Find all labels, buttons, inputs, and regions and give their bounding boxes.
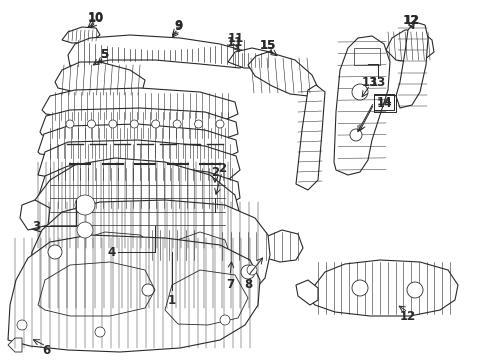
Polygon shape [62, 27, 100, 43]
Circle shape [247, 265, 257, 275]
Text: 12: 12 [400, 310, 416, 323]
Polygon shape [296, 280, 318, 305]
Circle shape [48, 245, 62, 259]
Circle shape [352, 280, 368, 296]
Text: 1: 1 [168, 293, 176, 306]
Polygon shape [68, 35, 250, 68]
Polygon shape [228, 48, 272, 68]
Text: 10: 10 [88, 10, 104, 23]
Text: 10: 10 [88, 12, 104, 24]
Text: 2: 2 [211, 166, 219, 179]
Circle shape [77, 222, 93, 238]
Text: 2: 2 [218, 162, 226, 175]
Text: 12: 12 [404, 14, 420, 27]
Circle shape [407, 282, 423, 298]
Text: 9: 9 [174, 19, 182, 32]
Circle shape [216, 120, 224, 128]
Polygon shape [38, 164, 240, 210]
Circle shape [352, 84, 368, 100]
Circle shape [17, 320, 27, 330]
Text: 11: 11 [227, 36, 243, 49]
Circle shape [87, 120, 96, 128]
Polygon shape [248, 52, 318, 96]
Polygon shape [396, 22, 428, 108]
Text: 15: 15 [260, 39, 276, 51]
Text: 13: 13 [362, 76, 378, 89]
Polygon shape [334, 36, 390, 175]
Polygon shape [38, 124, 238, 160]
Text: 11: 11 [228, 32, 244, 45]
Circle shape [66, 120, 74, 128]
Circle shape [220, 315, 230, 325]
Text: 12: 12 [403, 14, 419, 27]
Polygon shape [148, 228, 198, 262]
Text: 15: 15 [260, 39, 276, 51]
Polygon shape [165, 270, 248, 325]
Polygon shape [28, 158, 240, 252]
Polygon shape [40, 108, 238, 140]
Text: 8: 8 [244, 278, 252, 291]
Polygon shape [8, 235, 260, 352]
Text: 13: 13 [370, 76, 386, 89]
Text: 14: 14 [377, 99, 393, 108]
Polygon shape [55, 62, 145, 98]
Polygon shape [310, 260, 458, 316]
Polygon shape [30, 200, 270, 310]
Polygon shape [70, 232, 160, 272]
Polygon shape [8, 338, 22, 352]
Polygon shape [165, 232, 232, 274]
Text: 5: 5 [100, 48, 108, 60]
Circle shape [75, 195, 95, 215]
Circle shape [173, 120, 181, 128]
Polygon shape [354, 48, 380, 65]
Polygon shape [386, 30, 434, 62]
Circle shape [95, 327, 105, 337]
Polygon shape [38, 262, 155, 316]
Polygon shape [296, 85, 325, 190]
Text: 9: 9 [174, 18, 182, 32]
Polygon shape [20, 200, 50, 230]
Circle shape [142, 284, 154, 296]
Text: 14: 14 [376, 97, 392, 107]
Text: 5: 5 [100, 48, 108, 60]
Circle shape [241, 265, 255, 279]
Circle shape [152, 120, 160, 128]
Polygon shape [262, 230, 303, 262]
Polygon shape [42, 88, 238, 122]
Circle shape [130, 120, 138, 128]
Circle shape [195, 120, 202, 128]
Polygon shape [218, 230, 260, 262]
Text: 6: 6 [42, 343, 50, 356]
Polygon shape [38, 140, 240, 182]
Circle shape [109, 120, 117, 128]
Circle shape [350, 129, 362, 141]
Text: 3: 3 [32, 220, 40, 233]
Text: 4: 4 [108, 246, 116, 258]
Text: 7: 7 [226, 278, 234, 291]
